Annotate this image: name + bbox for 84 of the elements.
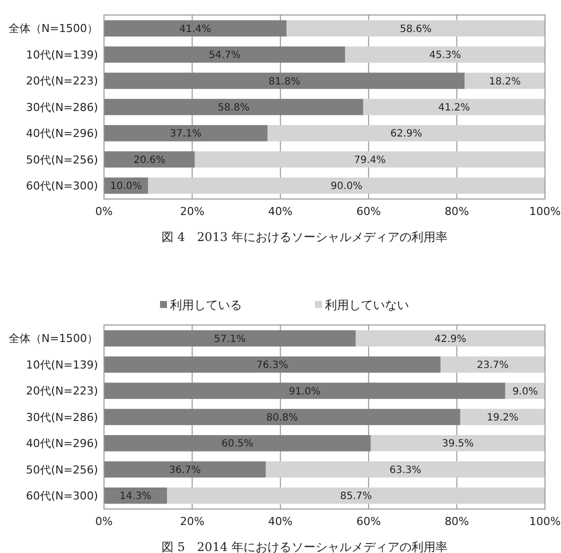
bar bbox=[268, 125, 545, 142]
y-tick-label: 60代(N=300) bbox=[26, 489, 98, 502]
bar bbox=[104, 330, 356, 346]
data-label: 58.8% bbox=[218, 102, 250, 114]
bar bbox=[363, 98, 545, 116]
x-tick-label: 20% bbox=[180, 205, 204, 218]
y-tick-label: 40代(N=296) bbox=[26, 437, 98, 450]
y-tick-label: 10代(N=139) bbox=[26, 48, 98, 62]
data-label: 62.9% bbox=[390, 128, 422, 140]
bar bbox=[104, 72, 465, 89]
y-tick-label: 40代(N=296) bbox=[26, 127, 98, 140]
data-label: 36.7% bbox=[169, 464, 201, 476]
y-tick-label: 20代(N=223) bbox=[26, 384, 98, 398]
y-tick-label: 全体（N=1500） bbox=[8, 332, 98, 346]
data-label: 20.6% bbox=[134, 154, 166, 166]
bar bbox=[104, 98, 364, 116]
bar bbox=[104, 382, 506, 399]
bar bbox=[104, 20, 287, 36]
bar bbox=[266, 461, 545, 478]
data-label: 80.8% bbox=[266, 412, 298, 424]
bar bbox=[194, 151, 545, 168]
x-tick-label: 0% bbox=[95, 515, 113, 528]
data-label: 63.3% bbox=[390, 464, 422, 476]
bar bbox=[356, 330, 545, 346]
data-label: 60.5% bbox=[222, 438, 254, 450]
data-label: 42.9% bbox=[434, 334, 466, 345]
caption: 図 5 2014 年におけるソーシャルメディアの利用率 bbox=[162, 540, 448, 553]
data-label: 76.3% bbox=[256, 360, 288, 372]
legend-label: 利用している bbox=[170, 298, 242, 312]
bar bbox=[286, 20, 545, 36]
y-tick-label: 60代(N=300) bbox=[26, 179, 98, 192]
bar bbox=[104, 151, 195, 168]
y-tick-label: 20代(N=223) bbox=[26, 74, 98, 88]
data-label: 14.3% bbox=[120, 491, 152, 502]
bar bbox=[104, 488, 168, 504]
data-label: 85.7% bbox=[340, 491, 372, 502]
x-tick-label: 60% bbox=[356, 205, 381, 218]
data-label: 57.1% bbox=[214, 334, 246, 345]
data-label: 19.2% bbox=[486, 412, 519, 424]
data-label: 41.4% bbox=[179, 24, 212, 35]
x-tick-label: 0% bbox=[95, 205, 113, 218]
x-tick-label: 40% bbox=[268, 205, 293, 218]
bar bbox=[104, 46, 346, 63]
y-tick-label: 10代(N=139) bbox=[26, 358, 98, 372]
bar bbox=[460, 408, 545, 426]
data-label: 45.3% bbox=[429, 50, 462, 62]
legend-label: 利用していない bbox=[325, 298, 409, 312]
data-label: 79.4% bbox=[354, 154, 386, 166]
x-tick-label: 80% bbox=[444, 205, 470, 218]
y-tick-label: 50代(N=256) bbox=[26, 463, 98, 476]
y-tick-label: 全体（N=1500） bbox=[8, 22, 98, 36]
data-label: 9.0% bbox=[512, 386, 538, 398]
data-label: 90.0% bbox=[330, 181, 362, 192]
data-label: 37.1% bbox=[170, 128, 202, 140]
bar bbox=[370, 435, 545, 452]
x-tick-label: 40% bbox=[268, 515, 293, 528]
x-tick-label: 20% bbox=[180, 515, 204, 528]
bar bbox=[345, 46, 545, 63]
y-tick-label: 50代(N=256) bbox=[26, 153, 98, 166]
bar bbox=[104, 461, 266, 478]
bar bbox=[104, 435, 371, 452]
bar bbox=[148, 178, 545, 194]
x-tick-label: 100% bbox=[529, 515, 561, 528]
bar bbox=[167, 488, 545, 504]
y-tick-label: 30代(N=286) bbox=[26, 100, 98, 114]
bar bbox=[464, 72, 545, 89]
data-label: 91.0% bbox=[288, 386, 321, 398]
data-label: 39.5% bbox=[442, 438, 474, 450]
x-tick-label: 80% bbox=[444, 515, 470, 528]
y-tick-label: 30代(N=286) bbox=[26, 410, 98, 424]
bar bbox=[104, 408, 460, 426]
bar bbox=[440, 356, 545, 373]
x-tick-label: 60% bbox=[356, 515, 381, 528]
data-label: 54.7% bbox=[208, 50, 241, 62]
data-label: 81.8% bbox=[268, 76, 300, 88]
data-label: 10.0% bbox=[110, 181, 142, 192]
bar bbox=[104, 356, 440, 373]
data-label: 41.2% bbox=[438, 102, 470, 114]
x-tick-label: 100% bbox=[529, 205, 561, 218]
caption: 図 4 2013 年におけるソーシャルメディアの利用率 bbox=[162, 230, 448, 244]
bar bbox=[104, 125, 268, 142]
data-label: 23.7% bbox=[476, 360, 509, 372]
data-label: 18.2% bbox=[488, 76, 521, 88]
data-label: 58.6% bbox=[400, 24, 432, 35]
